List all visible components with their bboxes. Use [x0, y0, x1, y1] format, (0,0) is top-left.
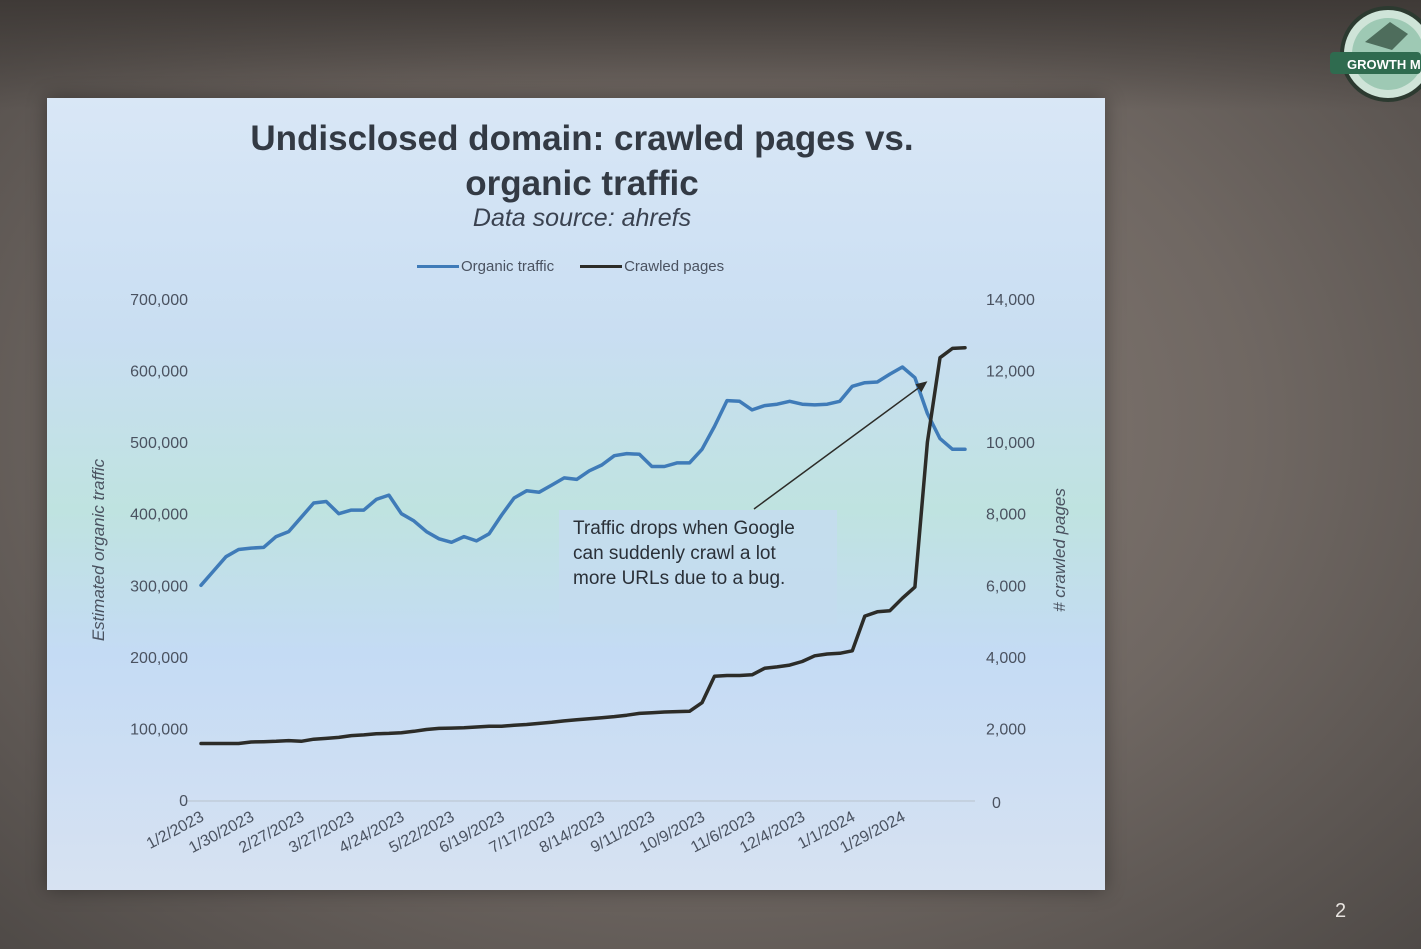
y-right-tick-label: 12,000	[986, 364, 1035, 381]
slide: Undisclosed domain: crawled pages vs. or…	[47, 98, 1105, 890]
conference-logo: GROWTH M	[1330, 2, 1421, 102]
legend-label-organic: Organic traffic	[461, 257, 555, 275]
y-right-tick-label: 4,000	[986, 650, 1026, 667]
annotation-arrow-head	[915, 381, 928, 393]
y-left-tick-label: 700,000	[130, 292, 188, 309]
y-right-tick-label: 6,000	[986, 578, 1026, 595]
y-right-tick-label: 14,000	[986, 292, 1035, 309]
y-right-tick-label: 8,000	[986, 507, 1026, 524]
room-background	[0, 0, 1421, 110]
chart-legend: Organic traffic Crawled pages	[417, 255, 797, 277]
legend-swatch-crawled	[580, 264, 623, 268]
page-number: 2	[1335, 900, 1347, 922]
y-left-tick-label: 0	[179, 793, 188, 810]
y-left-tick-label: 200,000	[130, 650, 188, 667]
annotation-arrow-line	[753, 383, 924, 510]
legend-item-organic: Organic traffic	[417, 258, 554, 275]
logo-text: GROWTH M	[1347, 57, 1421, 72]
title-line-2: organic traffic	[465, 164, 699, 203]
legend-label-crawled: Crawled pages	[624, 257, 725, 275]
y-left-axis-title: Estimated organic traffic	[89, 458, 108, 641]
series-line-organic-traffic	[199, 365, 967, 588]
y-right-tick-label: 2,000	[986, 721, 1026, 738]
y-right-axis-title: # crawled pages	[1050, 488, 1069, 612]
legend-swatch-organic	[417, 264, 459, 268]
y-right-tick-label: 10,000	[986, 435, 1035, 452]
line-chart: 0 100,000 200,000 300,000 400,000 500,000 600,…	[89, 292, 1069, 857]
series-line-crawled-pages	[199, 345, 967, 746]
slide-title: Undisclosed domain: crawled pages vs. or…	[197, 116, 967, 206]
y-left-tick-label: 600,000	[130, 364, 188, 381]
y-left-tick-label: 500,000	[130, 435, 188, 452]
y-left-tick-label: 300,000	[130, 578, 188, 595]
chart-annotation: Traffic drops when Google can suddenly c…	[559, 510, 837, 624]
y-right-tick-label: 0	[992, 795, 1001, 812]
y-left-tick-label: 100,000	[130, 721, 188, 738]
legend-item-crawled: Crawled pages	[580, 258, 724, 275]
y-left-tick-label: 400,000	[130, 507, 188, 524]
title-line-1: Undisclosed domain: crawled pages vs.	[250, 119, 914, 158]
slide-subtitle: Data source: ahrefs	[472, 204, 692, 232]
